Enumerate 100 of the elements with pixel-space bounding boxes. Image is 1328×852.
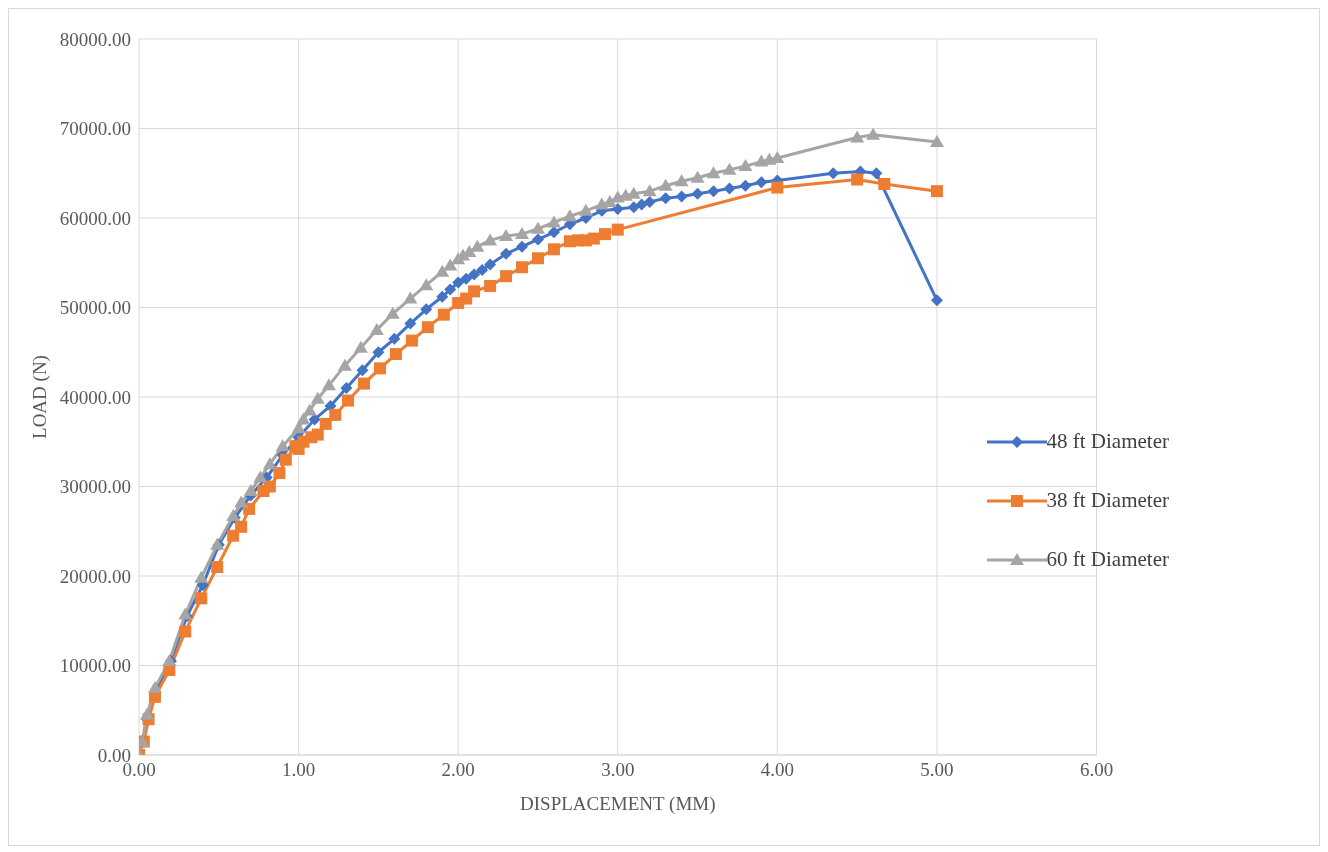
y-tick-label: 40000.00: [59, 386, 131, 408]
y-tick-label: 50000.00: [59, 297, 131, 319]
point: [195, 592, 208, 605]
point: [273, 467, 286, 480]
x-tick-label: 1.00: [281, 759, 316, 781]
point: [321, 378, 336, 391]
point: [139, 707, 154, 720]
point: [435, 264, 450, 277]
point: [531, 233, 544, 246]
point: [484, 258, 497, 271]
point: [851, 173, 864, 186]
point: [599, 228, 612, 241]
point: [850, 130, 865, 143]
point: [460, 272, 473, 285]
point: [437, 308, 450, 321]
point: [436, 290, 449, 303]
point: [515, 227, 530, 240]
point: [499, 228, 514, 241]
point: [866, 127, 881, 140]
point: [483, 233, 498, 246]
x-tick-label: 3.00: [601, 759, 635, 781]
point: [403, 291, 418, 304]
y-tick-label: 70000.00: [59, 118, 131, 140]
point: [771, 181, 784, 194]
point: [675, 190, 688, 203]
point: [405, 334, 418, 347]
y-axis-title: LOAD (N): [28, 355, 51, 439]
point: [389, 348, 402, 361]
point: [194, 570, 209, 583]
point: [369, 322, 384, 335]
point: [179, 625, 192, 638]
point: [562, 209, 577, 222]
point: [452, 276, 465, 289]
point: [353, 340, 368, 353]
point: [870, 167, 883, 180]
point: [739, 179, 752, 192]
point: [388, 332, 401, 345]
point: [611, 223, 624, 236]
point: [755, 176, 768, 189]
point: [642, 184, 657, 197]
point: [627, 201, 640, 214]
legend-label: 60 ft Diameter: [1046, 547, 1169, 572]
point: [337, 358, 352, 371]
point: [531, 252, 544, 265]
point: [546, 215, 561, 228]
y-tick-label: 80000.00: [59, 28, 131, 50]
point: [929, 134, 944, 147]
point: [691, 187, 704, 200]
point: [690, 170, 705, 183]
point: [930, 294, 943, 307]
point: [707, 185, 720, 198]
point: [296, 412, 311, 425]
point: [262, 457, 277, 470]
point: [722, 162, 737, 175]
legend-label: 48 ft Diameter: [1046, 429, 1169, 454]
point: [878, 177, 891, 190]
point: [211, 561, 224, 574]
point: [385, 306, 400, 319]
x-tick-label: 4.00: [760, 759, 794, 781]
point: [611, 203, 624, 216]
point: [476, 263, 489, 276]
point: [723, 182, 736, 195]
point: [500, 270, 513, 283]
point: [356, 364, 369, 377]
point: [643, 195, 656, 208]
x-tick-label: 6.00: [1079, 759, 1114, 781]
point: [358, 377, 371, 390]
point: [930, 185, 943, 198]
point: [311, 428, 324, 441]
point: [302, 403, 317, 416]
point: [227, 529, 240, 542]
y-tick-label: 20000.00: [59, 565, 131, 587]
point: [263, 480, 276, 493]
point: [547, 243, 560, 256]
point: [738, 159, 753, 172]
point: [658, 178, 673, 191]
point: [340, 382, 353, 395]
point: [827, 167, 840, 180]
point: [674, 174, 689, 187]
point: [530, 221, 545, 234]
point: [500, 247, 513, 260]
point: [578, 203, 593, 216]
point: [404, 317, 417, 330]
point: [706, 166, 721, 179]
point: [420, 303, 433, 316]
point: [234, 495, 249, 508]
point: [342, 394, 355, 407]
point: [468, 285, 481, 298]
point: [373, 362, 386, 375]
point: [329, 408, 342, 421]
point: [516, 261, 529, 274]
point: [443, 258, 458, 271]
point: [147, 680, 162, 693]
point: [635, 198, 648, 211]
x-axis-title: DISPLACEMENT (MM): [520, 793, 716, 815]
point: [547, 226, 560, 239]
point: [659, 192, 672, 205]
legend-label: 38 ft Diameter: [1046, 488, 1169, 513]
point: [372, 346, 385, 359]
y-tick-label: 10000.00: [59, 655, 131, 677]
